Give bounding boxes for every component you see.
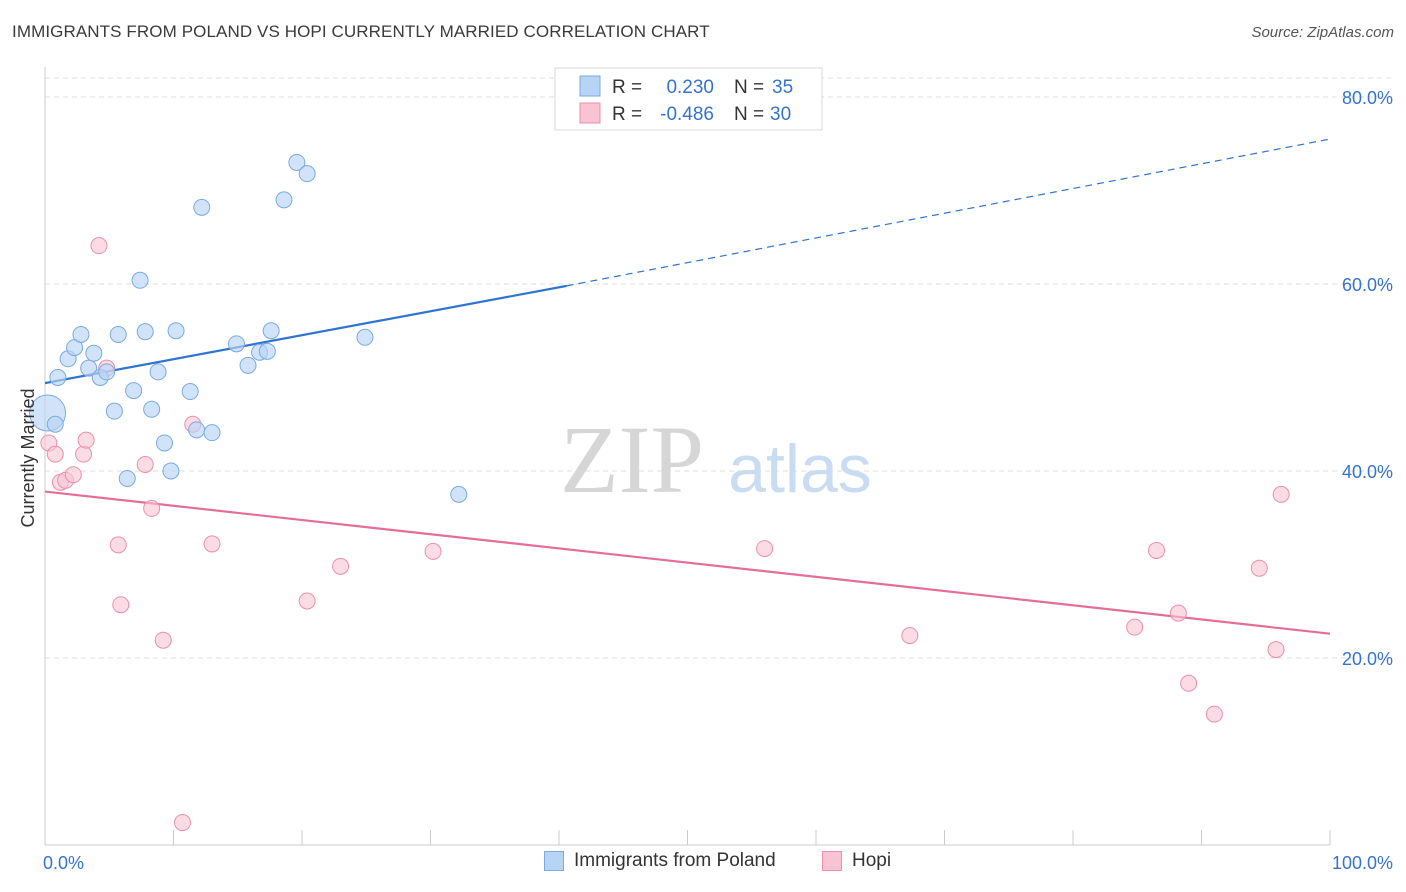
data-point-poland (188, 421, 206, 439)
data-point-hopi (1180, 674, 1198, 692)
data-point-hopi (332, 557, 350, 575)
data-point-poland (85, 344, 103, 362)
data-point-poland (109, 325, 127, 343)
data-point-hopi (75, 445, 93, 463)
legend-swatch-hopi (822, 851, 842, 871)
legend-swatch-hopi (579, 102, 601, 124)
trend-line-hopi (44, 490, 1331, 635)
data-point-poland (227, 335, 245, 353)
legend-r-value: -0.486 (660, 104, 714, 125)
data-point-poland (149, 363, 167, 381)
data-point-poland (239, 356, 257, 374)
legend-r-label: R = (612, 77, 642, 98)
legend-swatch-poland (544, 851, 564, 871)
legend-n-label: N = (734, 77, 764, 98)
data-point-poland (156, 434, 174, 452)
data-point-poland (167, 322, 185, 340)
data-point-poland (49, 369, 67, 386)
source-label: Source: ZipAtlas.com (1251, 24, 1394, 41)
correlation-legend: R = 0.230 N = 35 R = -0.486 N = 30 (554, 67, 823, 131)
trend-line-poland-projection (566, 138, 1331, 287)
data-point-hopi (173, 814, 191, 832)
data-point-hopi (154, 631, 172, 649)
data-point-hopi (136, 455, 154, 473)
data-point-hopi (90, 237, 108, 255)
data-points (29, 153, 1290, 832)
legend-item-poland[interactable]: Immigrants from Poland (544, 850, 776, 872)
trend-line-poland (44, 284, 567, 385)
watermark-zip: ZIP (560, 406, 704, 513)
legend-label-hopi: Hopi (852, 850, 892, 871)
data-point-hopi (1148, 541, 1166, 559)
data-point-hopi (298, 592, 316, 610)
watermark: ZIP atlas (560, 406, 872, 513)
data-point-poland (275, 191, 293, 209)
data-point-poland (46, 415, 64, 433)
data-point-poland (98, 363, 116, 381)
data-point-hopi (1205, 705, 1223, 723)
data-point-hopi (1126, 618, 1144, 636)
data-point-hopi (1272, 485, 1290, 503)
x-tick-label: 100.0% (1332, 853, 1393, 873)
legend-r-label: R = (612, 104, 642, 125)
data-point-hopi (46, 445, 64, 463)
legend-label-poland: Immigrants from Poland (574, 850, 776, 871)
data-point-poland (193, 198, 211, 216)
y-axis-label: Currently Married (18, 388, 38, 527)
data-point-hopi (109, 536, 127, 554)
legend-item-hopi[interactable]: Hopi (822, 850, 891, 872)
data-point-hopi (77, 431, 95, 449)
legend-n-label: N = (734, 104, 764, 125)
data-point-poland (356, 328, 374, 346)
legend-n-value: 30 (770, 104, 791, 125)
data-point-poland (203, 424, 221, 442)
data-point-hopi (143, 499, 161, 517)
data-point-poland (136, 323, 154, 341)
data-point-poland (288, 153, 306, 171)
data-point-poland (118, 469, 136, 487)
data-point-poland (450, 485, 468, 503)
data-point-poland (162, 462, 180, 480)
data-point-poland (262, 322, 280, 340)
data-point-poland (258, 342, 276, 360)
series-legend: Immigrants from Poland Hopi (0, 850, 1406, 880)
data-point-hopi (756, 540, 774, 558)
data-point-poland (181, 383, 199, 401)
watermark-atlas: atlas (728, 431, 872, 507)
tick-labels: 20.0% 40.0% 60.0% 80.0% 0.0% 100.0% (43, 88, 1393, 873)
legend-r-value: 0.230 (666, 77, 714, 98)
y-tick-label: 40.0% (1342, 462, 1393, 482)
data-point-poland (80, 359, 98, 377)
data-point-poland (105, 402, 123, 420)
legend-swatch-poland (579, 75, 601, 97)
data-point-hopi (64, 466, 82, 484)
data-point-hopi (901, 627, 919, 645)
data-point-poland (125, 382, 143, 400)
trend-lines (44, 138, 1331, 635)
y-tick-label: 80.0% (1342, 88, 1393, 108)
data-point-hopi (112, 596, 130, 614)
data-point-hopi (203, 535, 221, 553)
data-point-poland (143, 400, 161, 418)
data-point-hopi (1169, 604, 1187, 622)
data-point-hopi (424, 542, 442, 560)
data-point-hopi (1250, 559, 1268, 577)
axes (44, 67, 1331, 846)
chart-title: IMMIGRANTS FROM POLAND VS HOPI CURRENTLY… (12, 22, 710, 41)
y-tick-label: 20.0% (1342, 649, 1393, 669)
data-point-poland (72, 325, 90, 343)
data-point-hopi (1267, 641, 1285, 659)
legend-n-value: 35 (772, 77, 793, 98)
x-tick-label: 0.0% (43, 853, 84, 873)
data-point-poland (298, 165, 316, 183)
y-tick-label: 60.0% (1342, 275, 1393, 295)
data-point-poland (131, 271, 149, 289)
